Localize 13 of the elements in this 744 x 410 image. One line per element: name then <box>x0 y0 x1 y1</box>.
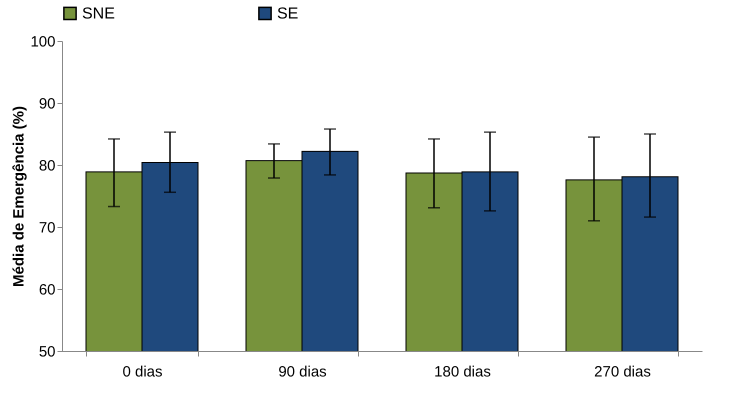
y-tick-label: 60 <box>38 282 56 298</box>
y-tick-label: 80 <box>38 158 56 174</box>
legend-label: SE <box>277 5 298 22</box>
x-tick-label: 90 dias <box>278 364 327 380</box>
y-tick-label: 90 <box>38 96 56 112</box>
x-tick-label: 180 dias <box>434 364 491 380</box>
y-tick-label: 100 <box>30 34 56 50</box>
legend-label: SNE <box>82 5 115 22</box>
y-tick-label: 50 <box>38 344 56 360</box>
x-tick-label: 270 dias <box>594 364 651 380</box>
x-tick-label: 0 dias <box>122 364 163 380</box>
y-tick-label: 70 <box>38 220 56 236</box>
y-axis-title: Média de Emergência (%) <box>10 106 28 287</box>
